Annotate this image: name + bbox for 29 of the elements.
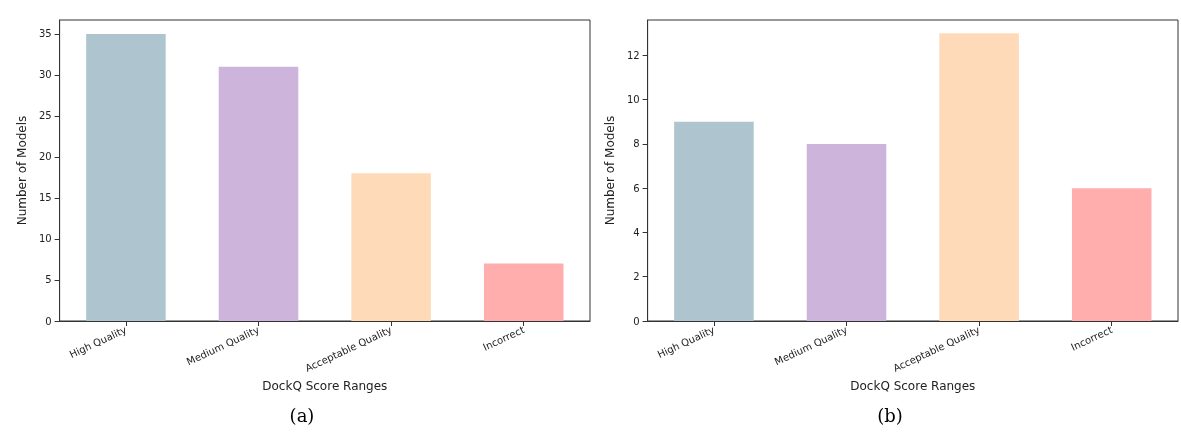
text: (a)	[289, 404, 315, 426]
y-tick-label: 6	[633, 182, 640, 194]
y-tick-label: 0	[633, 315, 640, 327]
y-tick-label: 2	[633, 271, 640, 283]
bar	[806, 143, 887, 321]
y-axis-title: Number of Models	[603, 115, 617, 226]
y-tick-label: 35	[38, 28, 52, 40]
y-tick-label: 30	[38, 69, 52, 81]
bar	[218, 66, 299, 321]
y-tick-label: 10	[626, 94, 640, 106]
y-tick-label: 4	[633, 226, 640, 238]
bar	[674, 121, 754, 321]
y-tick-label: 20	[38, 151, 52, 163]
bar	[483, 263, 564, 321]
y-tick-label: 15	[38, 192, 52, 204]
y-tick-label: 5	[45, 274, 52, 286]
y-tick-label: 8	[633, 138, 640, 150]
x-axis-title: DockQ Score Ranges	[850, 378, 976, 393]
bar	[86, 33, 166, 321]
y-tick-label: 25	[38, 110, 52, 122]
bar	[1071, 188, 1152, 321]
y-axis-title: Number of Models	[15, 115, 29, 226]
y-tick-label: 10	[38, 233, 52, 245]
bar	[351, 173, 431, 321]
text: (b)	[877, 404, 903, 426]
y-tick-label: 12	[626, 49, 640, 61]
bar	[939, 33, 1019, 321]
y-tick-label: 0	[45, 315, 52, 327]
x-axis-title: DockQ Score Ranges	[262, 378, 388, 393]
